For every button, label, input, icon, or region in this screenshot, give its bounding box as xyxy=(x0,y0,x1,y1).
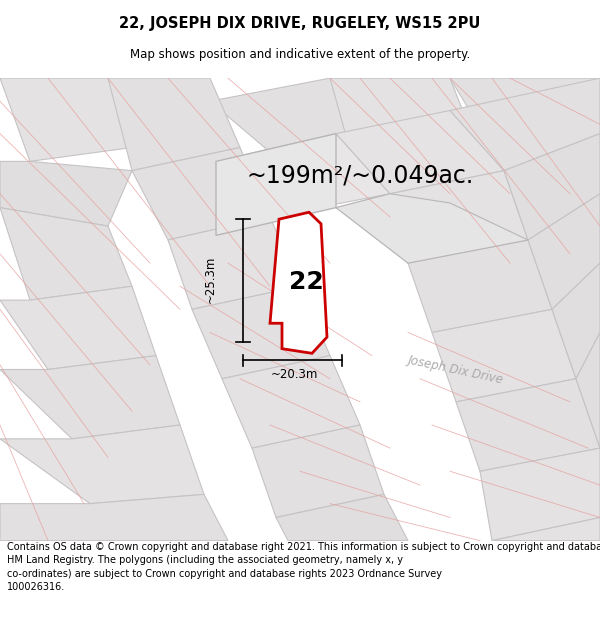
Polygon shape xyxy=(0,286,156,369)
Polygon shape xyxy=(210,78,390,152)
Polygon shape xyxy=(0,161,132,226)
Polygon shape xyxy=(504,134,600,240)
Polygon shape xyxy=(528,194,600,309)
Text: ~20.3m: ~20.3m xyxy=(271,368,317,381)
Polygon shape xyxy=(252,425,384,518)
Text: 22: 22 xyxy=(289,269,323,294)
Text: Map shows position and indicative extent of the property.: Map shows position and indicative extent… xyxy=(130,48,470,61)
Text: ~199m²/~0.049ac.: ~199m²/~0.049ac. xyxy=(247,163,473,188)
Polygon shape xyxy=(0,494,228,541)
Polygon shape xyxy=(330,78,468,143)
Polygon shape xyxy=(336,111,504,194)
Polygon shape xyxy=(450,78,600,171)
Polygon shape xyxy=(336,194,528,263)
Polygon shape xyxy=(456,379,600,471)
Polygon shape xyxy=(216,134,336,236)
Polygon shape xyxy=(108,78,240,171)
Polygon shape xyxy=(0,425,204,504)
Polygon shape xyxy=(480,448,600,541)
Polygon shape xyxy=(450,78,600,148)
Polygon shape xyxy=(276,494,408,541)
Polygon shape xyxy=(552,263,600,379)
Polygon shape xyxy=(432,309,576,402)
Polygon shape xyxy=(270,213,327,353)
Polygon shape xyxy=(168,217,300,309)
Polygon shape xyxy=(0,208,132,300)
Text: 22, JOSEPH DIX DRIVE, RUGELEY, WS15 2PU: 22, JOSEPH DIX DRIVE, RUGELEY, WS15 2PU xyxy=(119,16,481,31)
Polygon shape xyxy=(336,171,528,263)
Polygon shape xyxy=(0,356,180,439)
Polygon shape xyxy=(0,78,132,161)
Polygon shape xyxy=(408,240,552,332)
Text: ~25.3m: ~25.3m xyxy=(203,256,217,303)
Polygon shape xyxy=(216,134,390,217)
Text: Contains OS data © Crown copyright and database right 2021. This information is : Contains OS data © Crown copyright and d… xyxy=(7,542,600,592)
Text: Joseph Dix Drive: Joseph Dix Drive xyxy=(407,353,505,386)
Polygon shape xyxy=(192,286,330,379)
Polygon shape xyxy=(132,148,270,240)
Polygon shape xyxy=(492,518,600,541)
Polygon shape xyxy=(222,356,360,448)
Polygon shape xyxy=(576,332,600,448)
